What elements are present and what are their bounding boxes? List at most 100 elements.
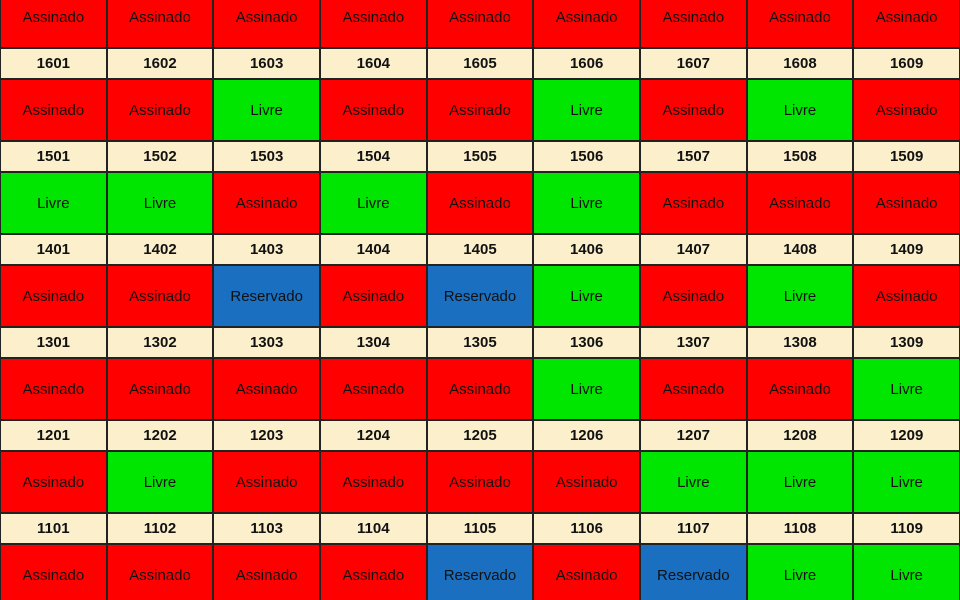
unit-number: 1105 xyxy=(426,513,534,544)
unit-status: Assinado xyxy=(0,544,107,600)
unit-status: Assinado xyxy=(853,79,960,141)
unit-status: Livre xyxy=(640,451,747,513)
unit-number: 1308 xyxy=(746,327,854,358)
unit-number: 1608 xyxy=(746,48,854,79)
unit-status: Assinado xyxy=(853,265,960,327)
unit-number: 1503 xyxy=(213,141,320,172)
unit-status: Assinado xyxy=(106,0,214,48)
unit-status: Livre xyxy=(106,451,214,513)
unit-number: 1402 xyxy=(106,234,214,265)
unit-status: Assinado xyxy=(533,451,640,513)
unit-status: Assinado xyxy=(426,0,534,48)
unit-number: 1109 xyxy=(853,513,960,544)
unit-status: Reservado xyxy=(426,544,534,600)
unit-number: 1407 xyxy=(640,234,747,265)
unit-number: 1101 xyxy=(0,513,107,544)
unit-number: 1601 xyxy=(0,48,107,79)
unit-number: 1604 xyxy=(320,48,427,79)
unit-number: 1201 xyxy=(0,420,107,451)
unit-status: Assinado xyxy=(640,265,747,327)
unit-number: 1606 xyxy=(533,48,640,79)
unit-number: 1306 xyxy=(533,327,640,358)
unit-status: Assinado xyxy=(746,172,854,234)
unit-status: Livre xyxy=(533,358,640,420)
unit-status: Livre xyxy=(853,544,960,600)
unit-number: 1507 xyxy=(640,141,747,172)
unit-number: 1602 xyxy=(106,48,214,79)
unit-number: 1404 xyxy=(320,234,427,265)
unit-status: Livre xyxy=(533,79,640,141)
unit-number: 1207 xyxy=(640,420,747,451)
unit-number: 1102 xyxy=(106,513,214,544)
unit-status: Assinado xyxy=(213,0,320,48)
unit-number: 1106 xyxy=(533,513,640,544)
unit-status: Livre xyxy=(533,172,640,234)
unit-number: 1203 xyxy=(213,420,320,451)
unit-status: Reservado xyxy=(640,544,747,600)
unit-status: Livre xyxy=(853,451,960,513)
unit-status: Livre xyxy=(746,265,854,327)
unit-number: 1205 xyxy=(426,420,534,451)
unit-number: 1107 xyxy=(640,513,747,544)
unit-number: 1305 xyxy=(426,327,534,358)
unit-status: Livre xyxy=(746,79,854,141)
unit-status: Livre xyxy=(746,544,854,600)
unit-number: 1607 xyxy=(640,48,747,79)
unit-status: Assinado xyxy=(426,451,534,513)
unit-status: Livre xyxy=(106,172,214,234)
unit-status: Assinado xyxy=(213,172,320,234)
unit-status: Assinado xyxy=(0,265,107,327)
unit-number: 1603 xyxy=(213,48,320,79)
unit-status: Assinado xyxy=(640,358,747,420)
unit-status: Assinado xyxy=(640,79,747,141)
unit-status: Assinado xyxy=(640,0,747,48)
unit-number: 1309 xyxy=(853,327,960,358)
unit-status: Assinado xyxy=(533,544,640,600)
unit-status: Assinado xyxy=(746,358,854,420)
unit-status: Assinado xyxy=(853,0,960,48)
unit-number: 1209 xyxy=(853,420,960,451)
unit-status: Livre xyxy=(533,265,640,327)
unit-status: Assinado xyxy=(426,172,534,234)
unit-number: 1506 xyxy=(533,141,640,172)
unit-status: Assinado xyxy=(106,358,214,420)
unit-status: Assinado xyxy=(0,0,107,48)
unit-status: Assinado xyxy=(426,79,534,141)
unit-number: 1108 xyxy=(746,513,854,544)
unit-number: 1401 xyxy=(0,234,107,265)
unit-status: Livre xyxy=(853,358,960,420)
unit-number: 1303 xyxy=(213,327,320,358)
unit-status: Livre xyxy=(320,172,427,234)
unit-status: Assinado xyxy=(213,358,320,420)
unit-number: 1406 xyxy=(533,234,640,265)
unit-status: Assinado xyxy=(426,358,534,420)
unit-status: Assinado xyxy=(320,544,427,600)
unit-number: 1409 xyxy=(853,234,960,265)
unit-number: 1408 xyxy=(746,234,854,265)
unit-number: 1301 xyxy=(0,327,107,358)
unit-status: Livre xyxy=(746,451,854,513)
unit-status: Reservado xyxy=(426,265,534,327)
unit-status: Assinado xyxy=(320,265,427,327)
unit-status: Assinado xyxy=(320,451,427,513)
unit-number: 1405 xyxy=(426,234,534,265)
unit-status: Assinado xyxy=(533,0,640,48)
unit-status: Assinado xyxy=(213,451,320,513)
unit-status: Livre xyxy=(213,79,320,141)
unit-number: 1609 xyxy=(853,48,960,79)
unit-status: Assinado xyxy=(0,451,107,513)
unit-status: Assinado xyxy=(106,544,214,600)
unit-number: 1302 xyxy=(106,327,214,358)
unit-number: 1508 xyxy=(746,141,854,172)
unit-number: 1104 xyxy=(320,513,427,544)
unit-number: 1204 xyxy=(320,420,427,451)
unit-number: 1307 xyxy=(640,327,747,358)
unit-number: 1502 xyxy=(106,141,214,172)
unit-status: Assinado xyxy=(213,544,320,600)
unit-status: Assinado xyxy=(640,172,747,234)
unit-number: 1202 xyxy=(106,420,214,451)
unit-number: 1501 xyxy=(0,141,107,172)
unit-status: Assinado xyxy=(853,172,960,234)
unit-number: 1504 xyxy=(320,141,427,172)
